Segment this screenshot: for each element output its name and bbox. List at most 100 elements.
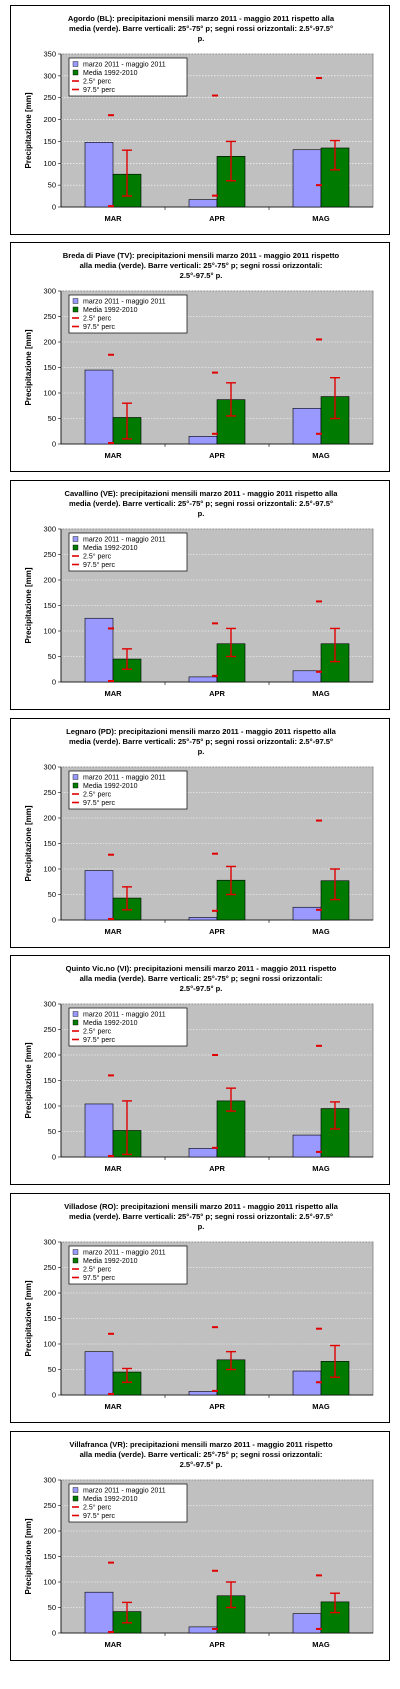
legend-swatch-mean [72, 1019, 79, 1026]
x-tick-label: MAG [312, 1402, 330, 1411]
legend-label: marzo 2011 - maggio 2011 [83, 1250, 166, 1257]
x-tick-label: MAG [312, 1164, 330, 1173]
y-tick-label: 100 [43, 1340, 56, 1349]
bar-observed [188, 1148, 218, 1158]
chart-title-line: Breda di Piave (TV): precipitazioni mens… [63, 251, 340, 260]
y-tick-label: 50 [48, 652, 56, 661]
x-tick-label: MAR [104, 1640, 122, 1649]
y-tick-label: 0 [52, 440, 56, 449]
y-tick-label: 250 [43, 1501, 56, 1510]
legend-label: 97.5° perc [83, 86, 115, 94]
chart-title-line: media (verde). Barre verticali: 25°-75° … [69, 499, 333, 508]
y-tick-label: 300 [43, 1238, 56, 1247]
chart-svg: Legnaro (PD): precipitazioni mensili mar… [24, 727, 374, 936]
y-tick-label: 0 [52, 1153, 56, 1162]
x-tick-label: APR [209, 1402, 225, 1411]
legend-label: marzo 2011 - maggio 2011 [83, 775, 166, 782]
y-tick-label: 300 [43, 1476, 56, 1485]
bar-observed [188, 436, 218, 445]
y-tick-label: 250 [43, 1263, 56, 1272]
y-tick-label: 300 [43, 1000, 56, 1009]
y-tick-label: 150 [43, 839, 56, 848]
y-tick-label: 200 [43, 1289, 56, 1298]
y-tick-label: 200 [43, 1051, 56, 1060]
bar-observed [188, 199, 218, 208]
y-tick-label: 50 [48, 1127, 56, 1136]
chart-title-line: Cavallino (VE): precipitazioni mensili m… [64, 489, 338, 498]
y-tick-label: 300 [43, 525, 56, 534]
bar-observed [84, 1351, 114, 1396]
y-tick-label: 200 [43, 338, 56, 347]
bar-observed [84, 142, 114, 208]
chart-title: Legnaro (PD): precipitazioni mensili mar… [66, 727, 336, 756]
bar-observed [188, 917, 218, 921]
legend-label: marzo 2011 - maggio 2011 [83, 537, 166, 544]
x-tick-label: MAR [104, 927, 122, 936]
legend-swatch-observed [72, 536, 79, 542]
y-tick-label: 300 [43, 71, 56, 80]
y-tick-label: 100 [43, 865, 56, 874]
x-tick-label: APR [209, 689, 225, 698]
y-axis-label: Precipitazione [mm] [24, 329, 33, 405]
chart-svg: Quinto Vic.no (VI): precipitazioni mensi… [24, 964, 374, 1173]
y-tick-label: 0 [52, 916, 56, 925]
chart-title-line: 2.5°-97.5° p. [180, 271, 223, 280]
chart-title-line: Villafranca (VR): precipitazioni mensili… [69, 1440, 333, 1449]
x-tick-label: MAR [104, 1164, 122, 1173]
legend-swatch-mean [72, 544, 79, 551]
chart-panel-6: Villadose (RO): precipitazioni mensili m… [10, 1193, 390, 1423]
y-tick-label: 0 [52, 1391, 56, 1400]
legend-box [68, 1245, 188, 1285]
legend-label: 97.5° perc [83, 323, 115, 331]
chart-title: Quinto Vic.no (VI): precipitazioni mensi… [66, 964, 337, 993]
legend-label: 2.5° perc [83, 1504, 112, 1512]
bar-observed [188, 1391, 218, 1396]
legend-label: 97.5° perc [83, 799, 115, 807]
bar-observed [292, 408, 322, 445]
chart-panel-5: Quinto Vic.no (VI): precipitazioni mensi… [10, 955, 390, 1185]
legend-box [68, 294, 188, 334]
chart-title-line: alla media (verde). Barre verticali: 25°… [80, 974, 323, 983]
chart-title-line: Villadose (RO): precipitazioni mensili m… [64, 1202, 339, 1211]
legend-label: 2.5° perc [83, 78, 112, 86]
y-tick-label: 100 [43, 1578, 56, 1587]
legend-swatch-mean [72, 306, 79, 313]
chart-title-line: alla media (verde). Barre verticali: 25°… [80, 1450, 323, 1459]
x-tick-label: MAR [104, 451, 122, 460]
legend-box [68, 532, 188, 572]
chart-title-line: 2.5°-97.5° p. [180, 1460, 223, 1469]
chart-title: Villadose (RO): precipitazioni mensili m… [64, 1202, 339, 1231]
legend-label: Media 1992-2010 [83, 1258, 138, 1265]
legend-label: 2.5° perc [83, 1028, 112, 1036]
y-tick-label: 50 [48, 181, 56, 190]
x-tick-label: APR [209, 451, 225, 460]
y-tick-label: 0 [52, 1629, 56, 1638]
legend-swatch-observed [72, 298, 79, 304]
bar-observed [292, 149, 322, 208]
chart-title-line: Agordo (BL): precipitazioni mensili marz… [68, 14, 335, 23]
bar-observed [188, 1626, 218, 1634]
legend-label: 2.5° perc [83, 553, 112, 561]
y-tick-label: 0 [52, 678, 56, 687]
y-tick-label: 300 [43, 287, 56, 296]
chart-title: Breda di Piave (TV): precipitazioni mens… [63, 251, 340, 280]
bar-observed [84, 1103, 114, 1158]
legend-swatch-observed [72, 61, 79, 67]
chart-title-line: p. [198, 1222, 205, 1231]
y-tick-label: 0 [52, 203, 56, 212]
y-axis-label: Precipitazione [mm] [24, 1518, 33, 1594]
chart-svg: Villadose (RO): precipitazioni mensili m… [24, 1202, 374, 1411]
bar-observed [84, 369, 114, 445]
legend-label: Media 1992-2010 [83, 70, 138, 77]
chart-title-line: media (verde). Barre verticali: 25°-75° … [69, 1212, 333, 1221]
y-axis-label: Precipitazione [mm] [24, 92, 33, 168]
y-tick-label: 200 [43, 814, 56, 823]
legend-swatch-mean [72, 1495, 79, 1502]
x-tick-label: MAG [312, 451, 330, 460]
legend-label: 2.5° perc [83, 1266, 112, 1274]
legend-label: Media 1992-2010 [83, 783, 138, 790]
chart-svg: Villafranca (VR): precipitazioni mensili… [24, 1440, 374, 1649]
y-tick-label: 250 [43, 312, 56, 321]
y-tick-label: 200 [43, 576, 56, 585]
x-tick-label: APR [209, 214, 225, 223]
